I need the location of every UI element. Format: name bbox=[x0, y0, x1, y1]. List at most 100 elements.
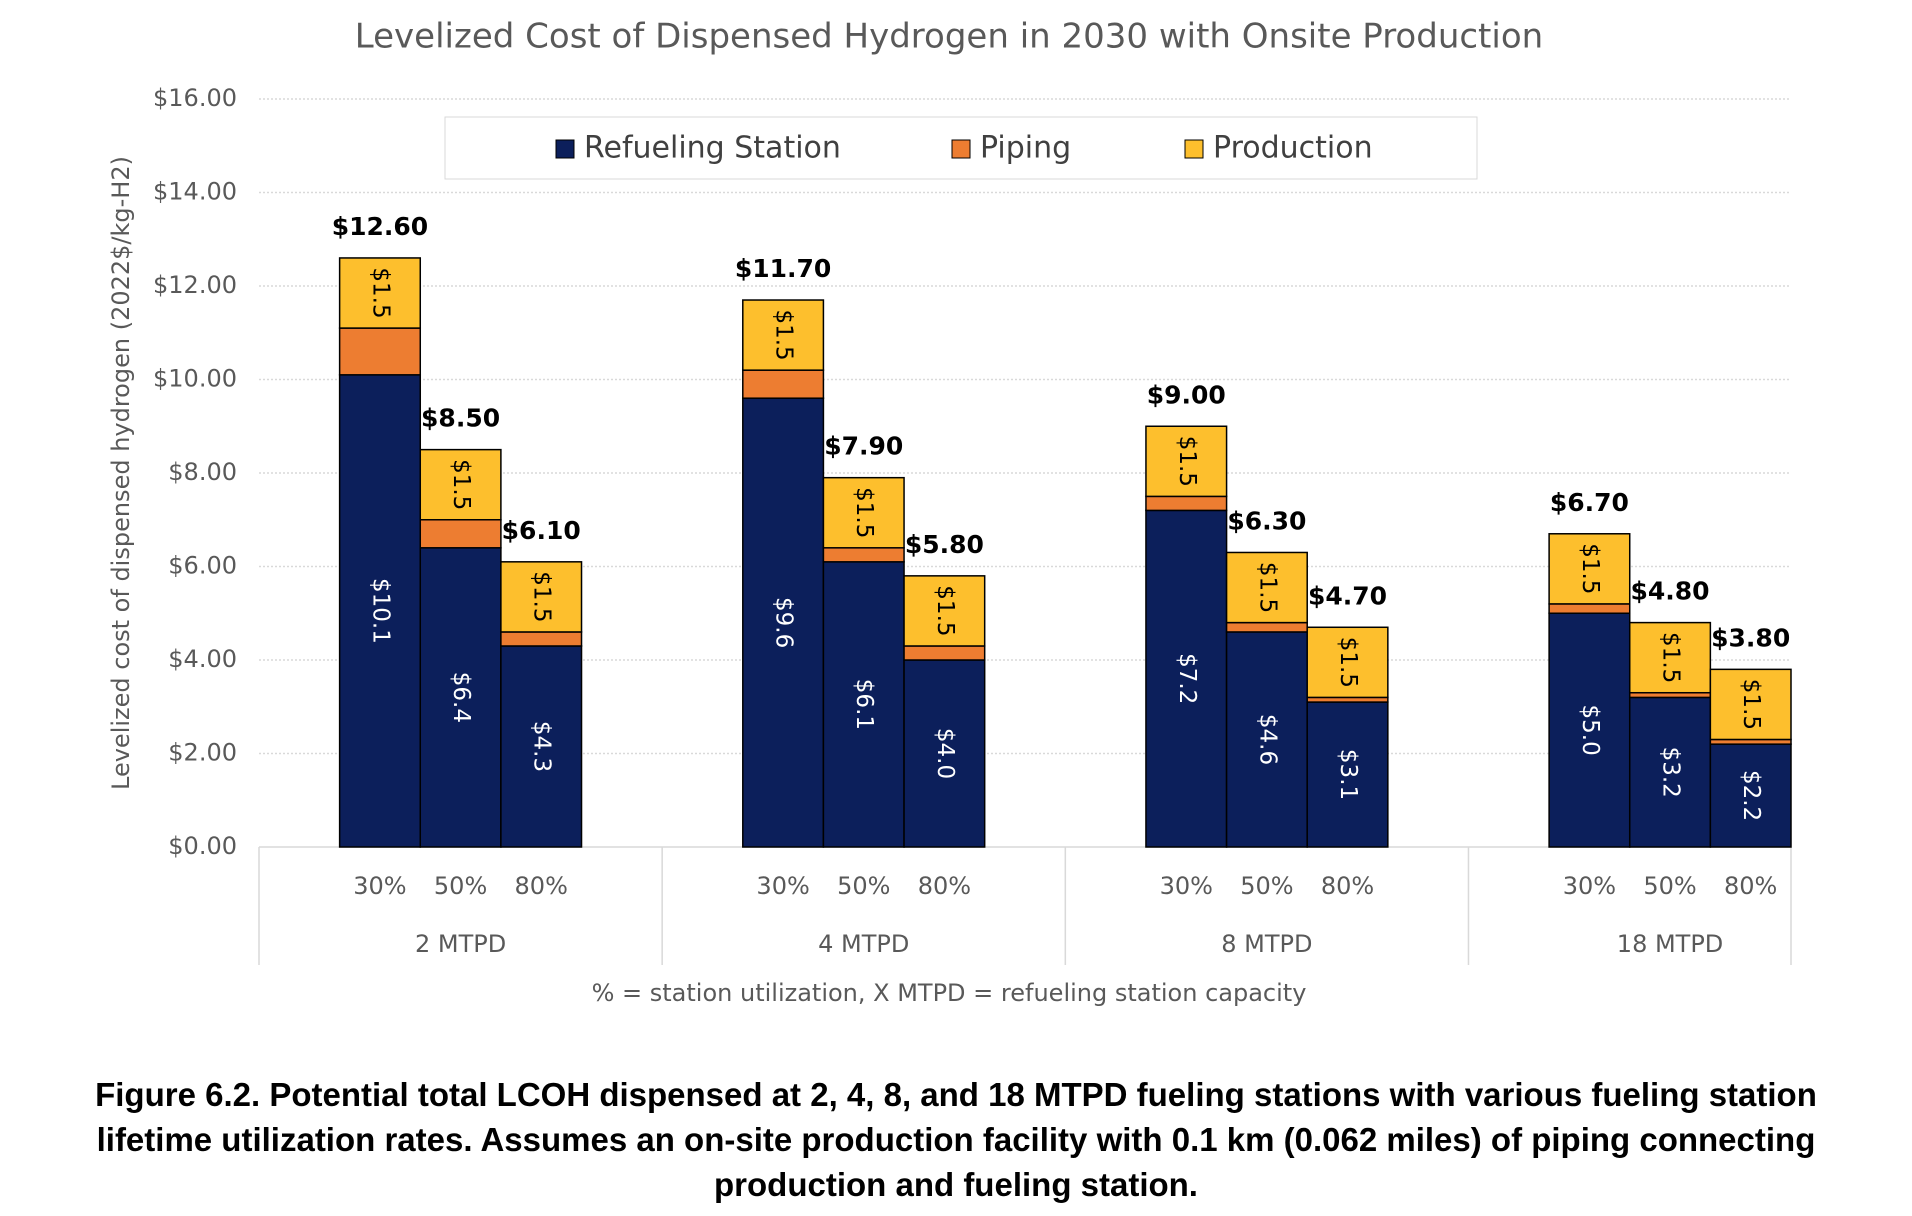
y-tick-label: $16.00 bbox=[153, 84, 237, 112]
bar-segment bbox=[1306, 626, 1389, 699]
bar-segment bbox=[500, 561, 583, 633]
bar-segment bbox=[1628, 696, 1712, 848]
legend-label: Refueling Station bbox=[584, 131, 841, 166]
bar-segment bbox=[822, 547, 905, 563]
legend-label: Production bbox=[1213, 131, 1373, 166]
bar-segment bbox=[903, 645, 986, 661]
x-axis-label: % = station utilization, X MTPD = refuel… bbox=[592, 979, 1307, 1007]
value-label: $9.6 bbox=[771, 597, 797, 648]
bar-segment bbox=[1709, 668, 1792, 741]
value-label: $4.0 bbox=[932, 728, 958, 779]
value-label: $3.2 bbox=[1658, 747, 1684, 798]
total-label: $6.70 bbox=[1550, 488, 1629, 517]
x-tick-label: 30% bbox=[756, 872, 809, 900]
y-tick-label: $10.00 bbox=[153, 365, 237, 393]
value-label: $1.5 bbox=[932, 585, 958, 636]
bar-segment bbox=[822, 561, 905, 848]
x-tick-label: 80% bbox=[918, 872, 971, 900]
x-tick-label: 30% bbox=[1563, 872, 1616, 900]
bar-segment bbox=[1628, 621, 1712, 694]
group-label: 8 MTPD bbox=[1221, 930, 1312, 958]
bar-segment bbox=[419, 547, 502, 848]
bar-segment bbox=[338, 257, 422, 329]
bar-segment bbox=[338, 327, 422, 376]
x-tick-label: 80% bbox=[1724, 872, 1777, 900]
total-label: $5.80 bbox=[905, 530, 984, 559]
chart-title: Levelized Cost of Dispensed Hydrogen in … bbox=[355, 17, 1543, 57]
x-tick-label: 50% bbox=[837, 872, 890, 900]
bar-segment bbox=[742, 299, 825, 371]
total-label: $12.60 bbox=[332, 212, 428, 241]
figure-caption: Figure 6.2. Potential total LCOH dispens… bbox=[95, 1076, 1817, 1203]
bar-segment bbox=[419, 448, 502, 521]
value-label: $4.6 bbox=[1254, 714, 1280, 765]
total-label: $8.50 bbox=[421, 404, 500, 433]
bar-segment bbox=[500, 631, 583, 647]
bar-segment bbox=[742, 369, 825, 399]
value-label: $2.2 bbox=[1738, 770, 1764, 821]
bar-segment bbox=[1306, 701, 1389, 848]
x-tick-label: 50% bbox=[1643, 872, 1696, 900]
group-label: 18 MTPD bbox=[1617, 930, 1724, 958]
value-label: $1.5 bbox=[851, 487, 877, 538]
bar-segment bbox=[1548, 533, 1631, 605]
value-label: $1.5 bbox=[1174, 436, 1200, 487]
x-tick-label: 30% bbox=[353, 872, 406, 900]
legend-label: Piping bbox=[980, 131, 1071, 166]
group-label: 2 MTPD bbox=[415, 930, 506, 958]
value-label: $1.5 bbox=[1658, 632, 1684, 683]
bar-segment bbox=[1225, 621, 1308, 633]
bar-segment bbox=[1225, 551, 1308, 624]
value-label: $6.1 bbox=[851, 679, 877, 730]
x-tick-label: 50% bbox=[434, 872, 487, 900]
bar-segment bbox=[1145, 495, 1228, 512]
bar-segment bbox=[1145, 425, 1228, 498]
value-label: $1.5 bbox=[448, 459, 474, 510]
value-label: $1.5 bbox=[529, 571, 555, 622]
bar-segment bbox=[903, 659, 986, 848]
value-label: $1.5 bbox=[1577, 543, 1603, 594]
y-tick-label: $6.00 bbox=[168, 552, 237, 580]
value-label: $7.2 bbox=[1174, 653, 1200, 704]
total-label: $7.90 bbox=[824, 432, 903, 461]
value-label: $1.5 bbox=[771, 309, 797, 360]
bar-segment bbox=[1548, 612, 1631, 848]
legend-swatch bbox=[951, 139, 971, 159]
bar-segment bbox=[1225, 631, 1308, 848]
bar-segment bbox=[338, 374, 422, 848]
bar-segment bbox=[1709, 743, 1792, 848]
x-tick-label: 30% bbox=[1160, 872, 1213, 900]
x-tick-label: 80% bbox=[1321, 872, 1374, 900]
y-tick-label: $0.00 bbox=[168, 832, 237, 860]
total-label: $9.00 bbox=[1147, 380, 1226, 409]
value-label: $1.5 bbox=[1335, 637, 1361, 688]
value-label: $4.3 bbox=[529, 721, 555, 772]
value-label: $5.0 bbox=[1577, 705, 1603, 756]
y-axis-label: Levelized cost of dispensed hydrogen (20… bbox=[107, 156, 135, 790]
total-label: $4.70 bbox=[1308, 581, 1387, 610]
bar-segment bbox=[1548, 603, 1631, 615]
total-label: $11.70 bbox=[735, 254, 831, 283]
bar-segment bbox=[1145, 509, 1228, 848]
value-label: $1.5 bbox=[367, 267, 393, 318]
total-label: $4.80 bbox=[1631, 577, 1710, 606]
bar-segment bbox=[742, 397, 825, 848]
total-label: $6.30 bbox=[1227, 506, 1306, 535]
value-label: $6.4 bbox=[448, 672, 474, 723]
y-tick-label: $14.00 bbox=[153, 178, 237, 206]
chart: Levelized Cost of Dispensed Hydrogen in … bbox=[107, 17, 1792, 1007]
x-tick-label: 50% bbox=[1240, 872, 1293, 900]
bar-segment bbox=[419, 519, 502, 549]
legend-swatch bbox=[555, 139, 575, 159]
y-tick-label: $4.00 bbox=[168, 645, 237, 673]
total-label: $3.80 bbox=[1711, 623, 1790, 652]
bar-segment bbox=[903, 575, 986, 647]
group-label: 4 MTPD bbox=[818, 930, 909, 958]
y-tick-label: $2.00 bbox=[168, 739, 237, 767]
legend-swatch bbox=[1184, 139, 1204, 159]
value-label: $1.5 bbox=[1738, 679, 1764, 730]
value-label: $1.5 bbox=[1254, 562, 1280, 613]
total-label: $6.10 bbox=[502, 516, 581, 545]
y-tick-label: $12.00 bbox=[153, 271, 237, 299]
